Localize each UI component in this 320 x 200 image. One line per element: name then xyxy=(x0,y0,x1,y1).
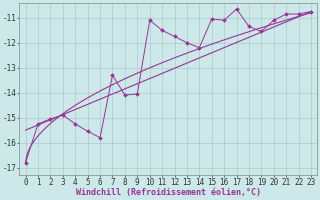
X-axis label: Windchill (Refroidissement éolien,°C): Windchill (Refroidissement éolien,°C) xyxy=(76,188,261,197)
